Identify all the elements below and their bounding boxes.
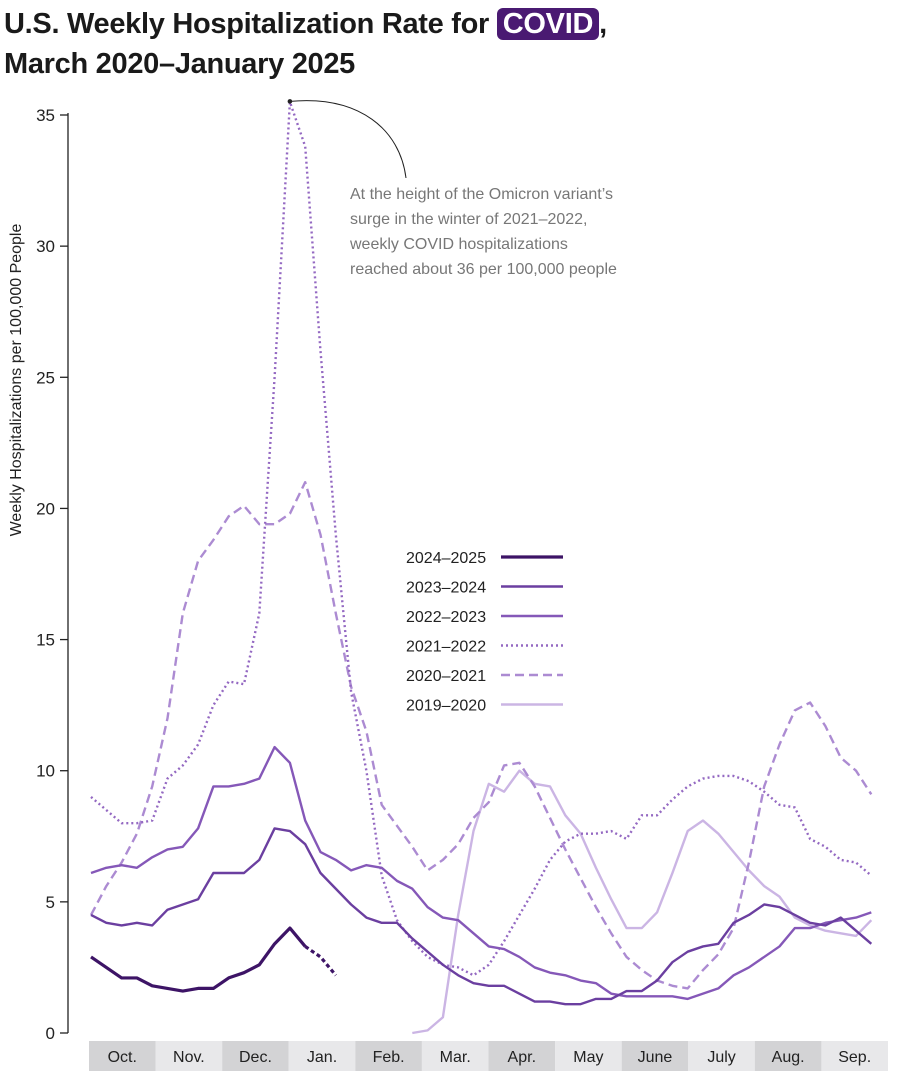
month-band	[621, 1041, 689, 1071]
x-tick-label: Mar.	[440, 1049, 471, 1066]
x-tick-label: Nov.	[173, 1049, 205, 1066]
y-tick-label: 15	[36, 631, 55, 650]
month-band	[89, 1041, 156, 1071]
legend-label: 2019–2020	[406, 698, 486, 715]
series-2019–2020	[412, 769, 873, 1035]
y-tick-label: 25	[36, 368, 55, 387]
title-comma: ,	[599, 8, 607, 40]
annotation-text: surge in the winter of 2021–2022,	[350, 211, 588, 228]
series-line	[90, 745, 872, 1001]
month-band	[821, 1041, 888, 1071]
x-tick-label: July	[707, 1049, 735, 1066]
legend-label: 2024–2025	[406, 550, 486, 567]
x-tick-label: Dec.	[239, 1049, 272, 1066]
y-tick-label: 30	[36, 237, 55, 256]
annotation-connector	[289, 100, 407, 179]
x-tick-label: Apr.	[508, 1049, 536, 1066]
legend-item: 2023–2024	[406, 580, 563, 597]
title-line2: March 2020–January 2025	[4, 48, 356, 80]
y-tick-label: 10	[36, 762, 55, 781]
x-tick-label: Sep.	[838, 1049, 871, 1066]
annotation-text: reached about 36 per 100,000 people	[350, 261, 617, 278]
legend-item: 2022–2023	[406, 609, 563, 626]
x-tick-label: Jan.	[307, 1049, 337, 1066]
series-2024–2025	[90, 926, 338, 993]
series-line	[90, 100, 873, 977]
legend-label: 2023–2024	[406, 580, 486, 597]
month-band	[421, 1041, 489, 1071]
annotation-text: weekly COVID hospitalizations	[349, 236, 568, 253]
legend-item: 2019–2020	[406, 698, 563, 715]
y-tick-label: 5	[46, 893, 55, 912]
y-axis-label: Weekly Hospitalizations per 100,000 Peop…	[8, 224, 25, 537]
series-2022–2023	[90, 745, 872, 1001]
x-tick-label: Feb.	[373, 1049, 405, 1066]
series-line-preliminary	[304, 945, 338, 977]
month-band	[688, 1041, 755, 1071]
month-band	[555, 1041, 622, 1071]
x-tick-label: Aug.	[772, 1049, 805, 1066]
month-band	[155, 1041, 223, 1071]
series-line	[412, 769, 873, 1035]
series-2023–2024	[90, 827, 873, 1006]
legend-label: 2022–2023	[406, 609, 486, 626]
legend-label: 2020–2021	[406, 668, 486, 685]
month-band	[288, 1041, 356, 1071]
month-band	[754, 1041, 822, 1071]
series-2021–2022	[90, 100, 873, 977]
x-tick-label: June	[638, 1049, 673, 1066]
chart-title: U.S. Weekly Hospitalization Rate for COV…	[4, 4, 607, 84]
title-highlight: COVID	[496, 8, 600, 40]
legend-item: 2021–2022	[406, 639, 563, 656]
x-tick-label: Oct.	[108, 1049, 137, 1066]
series-line	[90, 926, 307, 993]
month-band	[355, 1041, 422, 1071]
month-band	[488, 1041, 556, 1071]
legend-item: 2024–2025	[406, 550, 563, 567]
y-tick-label: 0	[46, 1024, 55, 1043]
y-tick-label: 35	[36, 106, 55, 125]
title-text: U.S. Weekly Hospitalization Rate for	[4, 8, 497, 40]
legend-label: 2021–2022	[406, 639, 486, 656]
legend-item: 2020–2021	[406, 668, 563, 685]
month-band	[222, 1041, 289, 1071]
annotation-text: At the height of the Omicron variant’s	[350, 186, 613, 203]
series-line	[90, 827, 873, 1006]
series-line	[89, 481, 873, 990]
series-2020–2021	[89, 481, 873, 990]
y-tick-label: 20	[36, 499, 55, 518]
x-tick-label: May	[573, 1049, 603, 1066]
